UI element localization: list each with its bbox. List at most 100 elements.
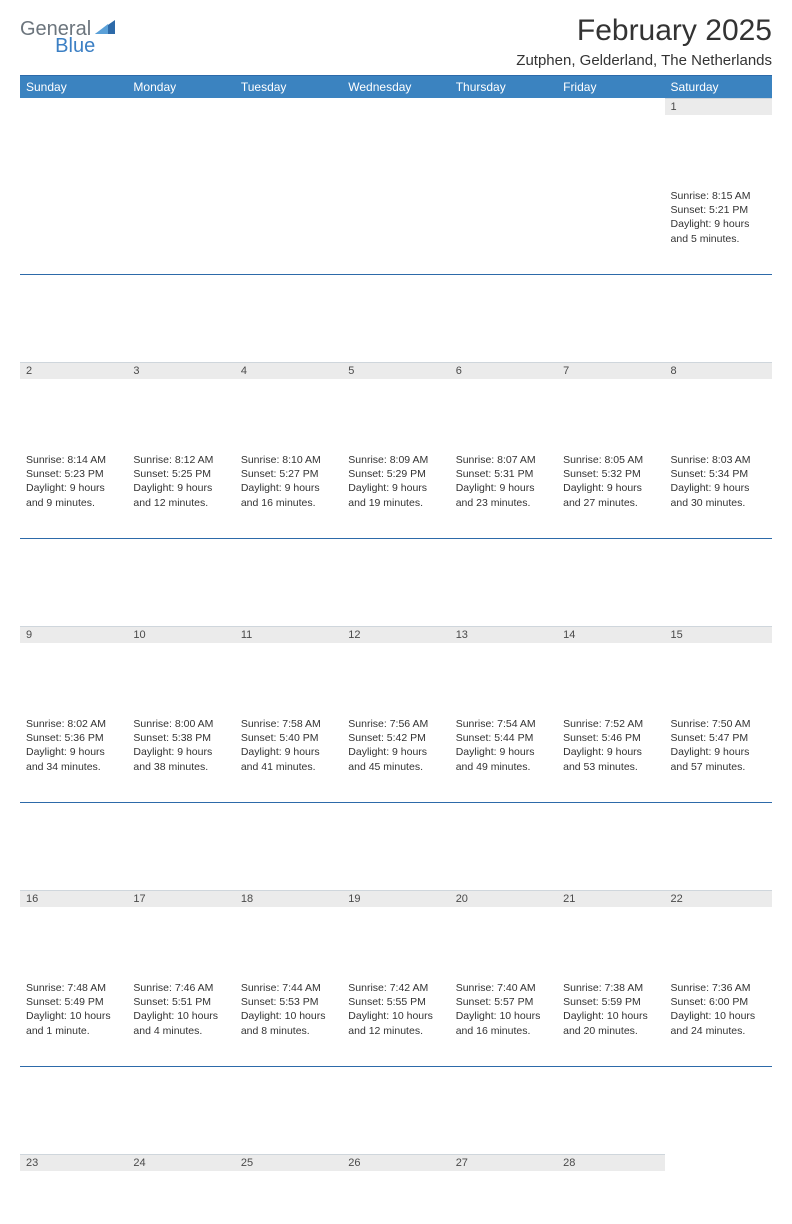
day-number: 28 bbox=[557, 1154, 664, 1171]
weekday-header: Thursday bbox=[450, 76, 557, 98]
sunset-text: Sunset: 5:44 PM bbox=[456, 731, 551, 745]
logo: General Blue bbox=[20, 14, 159, 41]
sunrise-text: Sunrise: 7:52 AM bbox=[563, 717, 658, 731]
day-number-cell: 26 bbox=[342, 1154, 449, 1224]
title-block: February 2025 Zutphen, Gelderland, The N… bbox=[516, 14, 772, 69]
day-cell bbox=[127, 186, 234, 274]
sunset-text: Sunset: 5:32 PM bbox=[563, 467, 658, 481]
day-number-cell bbox=[235, 98, 342, 186]
daylight-text: Daylight: 9 hours and 23 minutes. bbox=[456, 481, 551, 509]
day-number-cell bbox=[665, 1154, 772, 1224]
day-details: Sunrise: 7:54 AMSunset: 5:44 PMDaylight:… bbox=[450, 714, 557, 780]
day-number-cell: 6 bbox=[450, 362, 557, 450]
weekday-header: Sunday bbox=[20, 76, 127, 98]
day-body-row: Sunrise: 8:15 AMSunset: 5:21 PMDaylight:… bbox=[20, 186, 772, 274]
day-number-cell: 11 bbox=[235, 626, 342, 714]
day-number: 24 bbox=[127, 1154, 234, 1171]
day-number-cell: 13 bbox=[450, 626, 557, 714]
day-cell: Sunrise: 8:03 AMSunset: 5:34 PMDaylight:… bbox=[665, 450, 772, 538]
day-number: 8 bbox=[665, 362, 772, 379]
day-number-cell bbox=[557, 98, 664, 186]
day-number-cell: 22 bbox=[665, 890, 772, 978]
day-number-cell: 28 bbox=[557, 1154, 664, 1224]
day-number-cell: 2 bbox=[20, 362, 127, 450]
day-number: 23 bbox=[20, 1154, 127, 1171]
weekday-header: Saturday bbox=[665, 76, 772, 98]
day-details: Sunrise: 8:09 AMSunset: 5:29 PMDaylight:… bbox=[342, 450, 449, 516]
day-number: 11 bbox=[235, 626, 342, 643]
day-cell: Sunrise: 8:15 AMSunset: 5:21 PMDaylight:… bbox=[665, 186, 772, 274]
daylight-text: Daylight: 9 hours and 57 minutes. bbox=[671, 745, 766, 773]
day-number: 16 bbox=[20, 890, 127, 907]
header: General Blue February 2025 Zutphen, Geld… bbox=[20, 14, 772, 69]
day-number: 10 bbox=[127, 626, 234, 643]
day-cell: Sunrise: 8:10 AMSunset: 5:27 PMDaylight:… bbox=[235, 450, 342, 538]
daylight-text: Daylight: 9 hours and 41 minutes. bbox=[241, 745, 336, 773]
day-details: Sunrise: 7:56 AMSunset: 5:42 PMDaylight:… bbox=[342, 714, 449, 780]
day-number-cell: 24 bbox=[127, 1154, 234, 1224]
day-details: Sunrise: 8:15 AMSunset: 5:21 PMDaylight:… bbox=[665, 186, 772, 252]
day-number-cell: 4 bbox=[235, 362, 342, 450]
day-cell: Sunrise: 7:36 AMSunset: 6:00 PMDaylight:… bbox=[665, 978, 772, 1066]
day-details: Sunrise: 7:44 AMSunset: 5:53 PMDaylight:… bbox=[235, 978, 342, 1044]
sunrise-text: Sunrise: 8:14 AM bbox=[26, 453, 121, 467]
day-cell: Sunrise: 8:00 AMSunset: 5:38 PMDaylight:… bbox=[127, 714, 234, 802]
day-details: Sunrise: 8:07 AMSunset: 5:31 PMDaylight:… bbox=[450, 450, 557, 516]
day-number-cell: 3 bbox=[127, 362, 234, 450]
day-number-cell: 1 bbox=[665, 98, 772, 186]
day-number: 15 bbox=[665, 626, 772, 643]
page-title: February 2025 bbox=[516, 14, 772, 48]
day-cell: Sunrise: 7:56 AMSunset: 5:42 PMDaylight:… bbox=[342, 714, 449, 802]
logo-sail-icon bbox=[95, 18, 117, 41]
day-number: 2 bbox=[20, 362, 127, 379]
week-divider bbox=[20, 538, 772, 626]
logo-text-2: Blue bbox=[55, 35, 95, 57]
sunrise-text: Sunrise: 8:03 AM bbox=[671, 453, 766, 467]
day-cell: Sunrise: 7:54 AMSunset: 5:44 PMDaylight:… bbox=[450, 714, 557, 802]
daylight-text: Daylight: 9 hours and 12 minutes. bbox=[133, 481, 228, 509]
day-details: Sunrise: 7:48 AMSunset: 5:49 PMDaylight:… bbox=[20, 978, 127, 1044]
sunset-text: Sunset: 5:53 PM bbox=[241, 995, 336, 1009]
sunrise-text: Sunrise: 7:36 AM bbox=[671, 981, 766, 995]
location-text: Zutphen, Gelderland, The Netherlands bbox=[516, 52, 772, 69]
empty-day-number bbox=[450, 98, 557, 115]
sunrise-text: Sunrise: 8:15 AM bbox=[671, 189, 766, 203]
sunrise-text: Sunrise: 7:50 AM bbox=[671, 717, 766, 731]
day-details: Sunrise: 7:50 AMSunset: 5:47 PMDaylight:… bbox=[665, 714, 772, 780]
day-number: 7 bbox=[557, 362, 664, 379]
day-cell: Sunrise: 8:14 AMSunset: 5:23 PMDaylight:… bbox=[20, 450, 127, 538]
day-cell: Sunrise: 8:07 AMSunset: 5:31 PMDaylight:… bbox=[450, 450, 557, 538]
sunrise-text: Sunrise: 7:38 AM bbox=[563, 981, 658, 995]
daylight-text: Daylight: 9 hours and 5 minutes. bbox=[671, 217, 766, 245]
empty-day-number bbox=[342, 98, 449, 115]
day-number: 22 bbox=[665, 890, 772, 907]
daylight-text: Daylight: 10 hours and 20 minutes. bbox=[563, 1009, 658, 1037]
day-body-row: Sunrise: 7:48 AMSunset: 5:49 PMDaylight:… bbox=[20, 978, 772, 1066]
day-number-cell: 16 bbox=[20, 890, 127, 978]
week-divider bbox=[20, 1066, 772, 1154]
sunset-text: Sunset: 5:40 PM bbox=[241, 731, 336, 745]
day-number: 12 bbox=[342, 626, 449, 643]
sunrise-text: Sunrise: 8:09 AM bbox=[348, 453, 443, 467]
sunrise-text: Sunrise: 8:07 AM bbox=[456, 453, 551, 467]
day-details: Sunrise: 7:52 AMSunset: 5:46 PMDaylight:… bbox=[557, 714, 664, 780]
day-number-cell: 8 bbox=[665, 362, 772, 450]
daylight-text: Daylight: 9 hours and 38 minutes. bbox=[133, 745, 228, 773]
day-number-cell: 14 bbox=[557, 626, 664, 714]
sunset-text: Sunset: 5:49 PM bbox=[26, 995, 121, 1009]
sunrise-text: Sunrise: 7:42 AM bbox=[348, 981, 443, 995]
sunset-text: Sunset: 5:55 PM bbox=[348, 995, 443, 1009]
daylight-text: Daylight: 10 hours and 16 minutes. bbox=[456, 1009, 551, 1037]
week-divider bbox=[20, 802, 772, 890]
sunset-text: Sunset: 5:42 PM bbox=[348, 731, 443, 745]
day-details: Sunrise: 8:02 AMSunset: 5:36 PMDaylight:… bbox=[20, 714, 127, 780]
daylight-text: Daylight: 9 hours and 49 minutes. bbox=[456, 745, 551, 773]
day-number-cell bbox=[450, 98, 557, 186]
calendar-body: 1Sunrise: 8:15 AMSunset: 5:21 PMDaylight… bbox=[20, 98, 772, 1224]
daylight-text: Daylight: 9 hours and 19 minutes. bbox=[348, 481, 443, 509]
weekday-header: Monday bbox=[127, 76, 234, 98]
sunrise-text: Sunrise: 8:00 AM bbox=[133, 717, 228, 731]
day-number-cell: 12 bbox=[342, 626, 449, 714]
sunrise-text: Sunrise: 8:02 AM bbox=[26, 717, 121, 731]
daylight-text: Daylight: 9 hours and 30 minutes. bbox=[671, 481, 766, 509]
